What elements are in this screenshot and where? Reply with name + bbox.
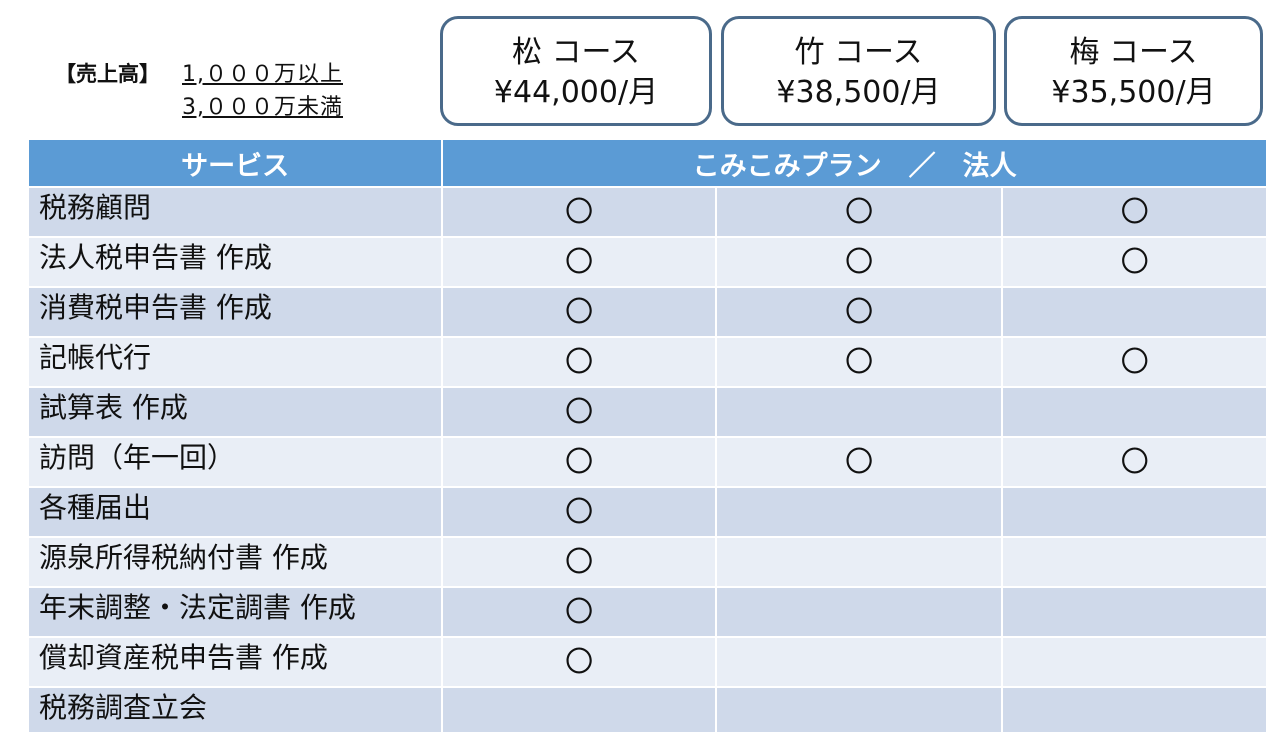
included-mark: 〇	[1001, 436, 1268, 488]
sales-min: 1,０００万以上	[182, 62, 343, 87]
included-mark: 〇	[441, 486, 717, 538]
empty-cell	[1001, 636, 1268, 688]
sales-label: 【売上高】	[55, 62, 160, 86]
empty-cell	[1001, 486, 1268, 538]
header-plan: こみこみプラン ／ 法人	[441, 138, 1268, 188]
table-row: 試算表 作成〇	[26, 386, 1268, 438]
header-service: サービス	[26, 138, 444, 188]
course-name: 竹 コース	[794, 35, 923, 70]
service-name: 源泉所得税納付書 作成	[26, 536, 444, 588]
empty-cell	[1001, 536, 1268, 588]
empty-cell	[1001, 686, 1268, 734]
course-matsu: 松 コース ¥44,000/月	[440, 16, 712, 126]
service-name: 年末調整・法定調書 作成	[26, 586, 444, 638]
empty-cell	[1001, 386, 1268, 438]
included-mark: 〇	[441, 636, 717, 688]
included-mark: 〇	[441, 536, 717, 588]
course-price: ¥35,500/月	[1051, 75, 1216, 110]
service-name: 償却資産税申告書 作成	[26, 636, 444, 688]
included-mark: 〇	[714, 186, 1004, 238]
sales-max: 3,０００万未満	[182, 95, 343, 120]
course-name: 松 コース	[511, 35, 641, 70]
included-mark: 〇	[441, 386, 717, 438]
table-row: 税務調査立会	[26, 686, 1268, 734]
course-price: ¥38,500/月	[776, 75, 941, 110]
included-mark: 〇	[441, 436, 717, 488]
service-name: 税務顧問	[26, 186, 444, 238]
course-ume: 梅 コース ¥35,500/月	[1004, 16, 1263, 126]
included-mark: 〇	[714, 236, 1004, 288]
table-row: 記帳代行〇〇〇	[26, 336, 1268, 388]
service-name: 試算表 作成	[26, 386, 444, 438]
empty-cell	[714, 386, 1004, 438]
included-mark: 〇	[1001, 236, 1268, 288]
table-row: 訪問（年一回）〇〇〇	[26, 436, 1268, 488]
service-name: 税務調査立会	[26, 686, 444, 734]
service-name: 消費税申告書 作成	[26, 286, 444, 338]
empty-cell	[714, 586, 1004, 638]
table-row: 消費税申告書 作成〇〇	[26, 286, 1268, 338]
table-row: 各種届出〇	[26, 486, 1268, 538]
empty-cell	[714, 486, 1004, 538]
included-mark: 〇	[441, 236, 717, 288]
table-row: 税務顧問〇〇〇	[26, 186, 1268, 238]
table-row: 法人税申告書 作成〇〇〇	[26, 236, 1268, 288]
course-take: 竹 コース ¥38,500/月	[721, 16, 996, 126]
service-name: 法人税申告書 作成	[26, 236, 444, 288]
empty-cell	[441, 686, 717, 734]
table-row: 償却資産税申告書 作成〇	[26, 636, 1268, 688]
included-mark: 〇	[1001, 186, 1268, 238]
table-row: 源泉所得税納付書 作成〇	[26, 536, 1268, 588]
empty-cell	[714, 686, 1004, 734]
included-mark: 〇	[441, 286, 717, 338]
included-mark: 〇	[714, 436, 1004, 488]
table-row: 年末調整・法定調書 作成〇	[26, 586, 1268, 638]
included-mark: 〇	[714, 336, 1004, 388]
included-mark: 〇	[441, 586, 717, 638]
service-name: 訪問（年一回）	[26, 436, 444, 488]
service-table: サービス こみこみプラン ／ 法人 税務顧問〇〇〇法人税申告書 作成〇〇〇消費税…	[26, 138, 1268, 734]
course-name: 梅 コース	[1069, 35, 1198, 70]
included-mark: 〇	[441, 186, 717, 238]
course-price: ¥44,000/月	[493, 75, 659, 110]
empty-cell	[1001, 286, 1268, 338]
included-mark: 〇	[714, 286, 1004, 338]
empty-cell	[1001, 586, 1268, 638]
included-mark: 〇	[1001, 336, 1268, 388]
service-name: 各種届出	[26, 486, 444, 538]
empty-cell	[714, 636, 1004, 688]
included-mark: 〇	[441, 336, 717, 388]
empty-cell	[714, 536, 1004, 588]
service-name: 記帳代行	[26, 336, 444, 388]
